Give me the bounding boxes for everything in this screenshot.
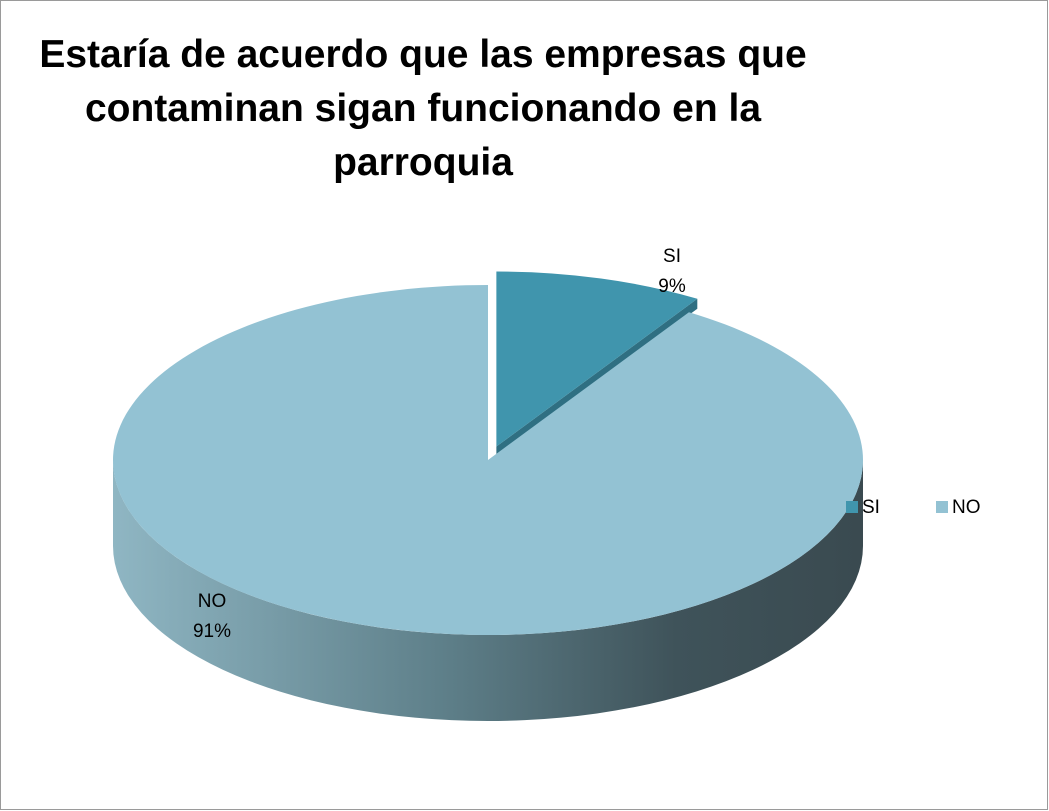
- data-label-name: SI: [663, 246, 681, 267]
- legend-label: NO: [952, 497, 981, 518]
- data-label-value: 91%: [193, 621, 231, 642]
- data-label: SI 9%: [658, 246, 686, 297]
- data-label: NO 91%: [193, 591, 231, 642]
- legend-swatch: [936, 501, 948, 513]
- legend-swatch: [846, 501, 858, 513]
- chart-title: Estaría de acuerdo que las empresas que …: [39, 33, 807, 184]
- pie-slice: [113, 285, 864, 635]
- legend-label: SI: [862, 497, 880, 518]
- pie-side: [113, 460, 863, 721]
- data-label-name: NO: [198, 591, 227, 612]
- pie-slice: [496, 271, 698, 447]
- data-label-value: 9%: [658, 276, 686, 297]
